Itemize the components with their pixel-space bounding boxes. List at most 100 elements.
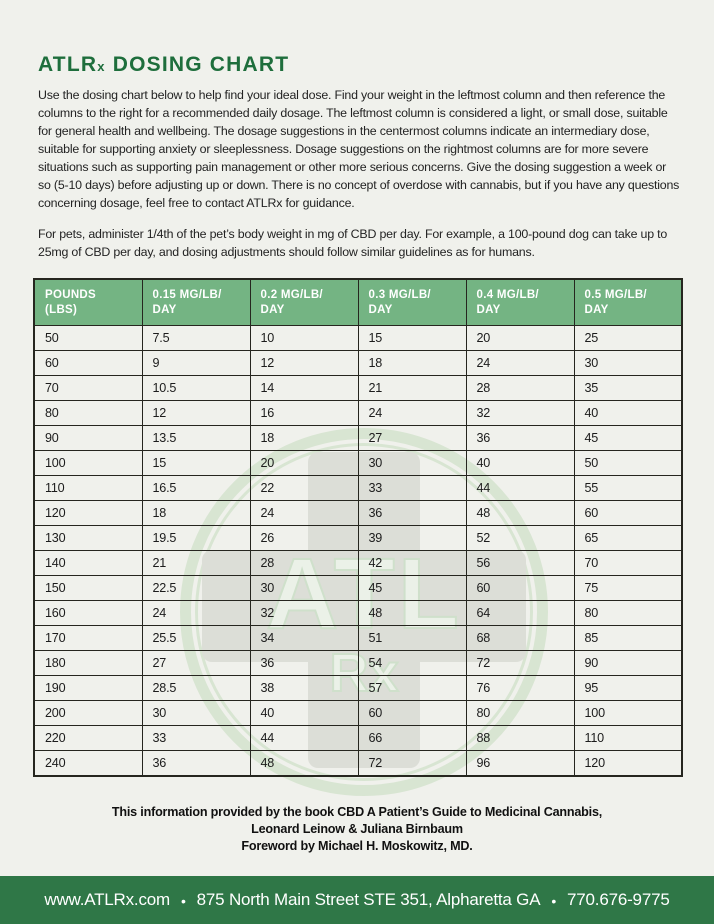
table-cell: 160 bbox=[33, 600, 143, 626]
table-cell: 90 bbox=[33, 425, 143, 451]
table-cell: 70 bbox=[33, 375, 143, 401]
table-row: 140 21 28 42 56 70 bbox=[33, 550, 683, 576]
source-note: This information provided by the book CB… bbox=[0, 804, 714, 855]
table-cell: 27 bbox=[357, 425, 467, 451]
table-cell: 12 bbox=[141, 400, 251, 426]
table-cell: 65 bbox=[573, 525, 683, 551]
footer-bar: www.ATLRx.com • 875 North Main Street ST… bbox=[0, 876, 714, 924]
table-cell: 70 bbox=[573, 550, 683, 576]
table-cell: 60 bbox=[465, 575, 575, 601]
brand-name: ATLR bbox=[38, 53, 98, 76]
table-cell: 57 bbox=[357, 675, 467, 701]
table-cell: 60 bbox=[33, 350, 143, 376]
table-cell: 75 bbox=[573, 575, 683, 601]
table-cell: 14 bbox=[249, 375, 359, 401]
table-cell: 18 bbox=[249, 425, 359, 451]
table-cell: 140 bbox=[33, 550, 143, 576]
table-cell: 40 bbox=[465, 450, 575, 476]
table-cell: 22.5 bbox=[141, 575, 251, 601]
column-header: 0.2 MG/LB/DAY bbox=[249, 278, 359, 326]
table-cell: 30 bbox=[249, 575, 359, 601]
table-cell: 28.5 bbox=[141, 675, 251, 701]
table-cell: 40 bbox=[249, 700, 359, 726]
table-cell: 120 bbox=[33, 500, 143, 526]
source-note-line: Leonard Leinow & Juliana Birnbaum bbox=[251, 822, 463, 836]
table-row: 100 15 20 30 40 50 bbox=[33, 450, 683, 476]
table-cell: 36 bbox=[141, 750, 251, 776]
table-cell: 130 bbox=[33, 525, 143, 551]
table-cell: 85 bbox=[573, 625, 683, 651]
table-cell: 80 bbox=[33, 400, 143, 426]
table-cell: 48 bbox=[357, 600, 467, 626]
table-cell: 80 bbox=[573, 600, 683, 626]
table-row: 160 24 32 48 64 80 bbox=[33, 600, 683, 626]
table-cell: 10.5 bbox=[141, 375, 251, 401]
table-header-row: POUNDS (LBS) 0.15 MG/LB/DAY 0.2 MG/LB/DAY 0.… bbox=[33, 278, 683, 326]
table-cell: 100 bbox=[33, 450, 143, 476]
table-row: 70 10.5 14 21 28 35 bbox=[33, 375, 683, 401]
table-row: 120 18 24 36 48 60 bbox=[33, 500, 683, 526]
address-text: 875 North Main Street STE 351, Alpharett… bbox=[196, 890, 541, 909]
table-cell: 12 bbox=[249, 350, 359, 376]
table-cell: 50 bbox=[33, 325, 143, 351]
column-header: 0.3 MG/LB/DAY bbox=[357, 278, 467, 326]
table-row: 190 28.5 38 57 76 95 bbox=[33, 675, 683, 701]
table-cell: 190 bbox=[33, 675, 143, 701]
table-cell: 7.5 bbox=[141, 325, 251, 351]
table-cell: 40 bbox=[573, 400, 683, 426]
table-cell: 68 bbox=[465, 625, 575, 651]
table-cell: 25.5 bbox=[141, 625, 251, 651]
table-cell: 80 bbox=[465, 700, 575, 726]
table-cell: 32 bbox=[465, 400, 575, 426]
table-cell: 44 bbox=[249, 725, 359, 751]
table-cell: 76 bbox=[465, 675, 575, 701]
table-cell: 150 bbox=[33, 575, 143, 601]
table-cell: 25 bbox=[573, 325, 683, 351]
table-cell: 24 bbox=[357, 400, 467, 426]
bullet-separator: • bbox=[180, 893, 186, 909]
table-row: 220 33 44 66 88 110 bbox=[33, 725, 683, 751]
table-cell: 55 bbox=[573, 475, 683, 501]
table-cell: 48 bbox=[249, 750, 359, 776]
column-header: 0.4 MG/LB/DAY bbox=[465, 278, 575, 326]
table-cell: 60 bbox=[573, 500, 683, 526]
table-cell: 28 bbox=[249, 550, 359, 576]
brand-name-sub: x bbox=[97, 59, 106, 74]
table-cell: 64 bbox=[465, 600, 575, 626]
table-cell: 45 bbox=[357, 575, 467, 601]
bullet-separator: • bbox=[551, 893, 557, 909]
table-cell: 26 bbox=[249, 525, 359, 551]
table-cell: 100 bbox=[573, 700, 683, 726]
table-cell: 18 bbox=[141, 500, 251, 526]
intro-paragraph-1: Use the dosing chart below to help find … bbox=[38, 88, 680, 211]
website-link[interactable]: www.ATLRx.com bbox=[44, 890, 170, 909]
table-cell: 42 bbox=[357, 550, 467, 576]
table-cell: 30 bbox=[357, 450, 467, 476]
table-cell: 200 bbox=[33, 700, 143, 726]
table-cell: 33 bbox=[357, 475, 467, 501]
table-cell: 96 bbox=[465, 750, 575, 776]
table-cell: 51 bbox=[357, 625, 467, 651]
table-cell: 72 bbox=[465, 650, 575, 676]
table-cell: 28 bbox=[465, 375, 575, 401]
table-cell: 21 bbox=[357, 375, 467, 401]
table-cell: 20 bbox=[249, 450, 359, 476]
table-cell: 88 bbox=[465, 725, 575, 751]
table-cell: 30 bbox=[141, 700, 251, 726]
table-cell: 15 bbox=[141, 450, 251, 476]
table-cell: 220 bbox=[33, 725, 143, 751]
table-body: 50 7.5 10 15 20 25 60 9 12 18 24 30 70 10.5 14 21 28 35 80… bbox=[33, 325, 683, 776]
table-header: POUNDS (LBS) 0.15 MG/LB/DAY 0.2 MG/LB/DAY 0.… bbox=[33, 278, 683, 326]
table-cell: 56 bbox=[465, 550, 575, 576]
table-cell: 27 bbox=[141, 650, 251, 676]
table-cell: 110 bbox=[33, 475, 143, 501]
table-cell: 24 bbox=[141, 600, 251, 626]
table-cell: 36 bbox=[465, 425, 575, 451]
table-cell: 38 bbox=[249, 675, 359, 701]
table-cell: 54 bbox=[357, 650, 467, 676]
column-header: POUNDS (LBS) bbox=[33, 278, 143, 326]
table-row: 50 7.5 10 15 20 25 bbox=[33, 325, 683, 351]
table-row: 150 22.5 30 45 60 75 bbox=[33, 575, 683, 601]
table-row: 240 36 48 72 96 120 bbox=[33, 750, 683, 776]
table-cell: 120 bbox=[573, 750, 683, 776]
